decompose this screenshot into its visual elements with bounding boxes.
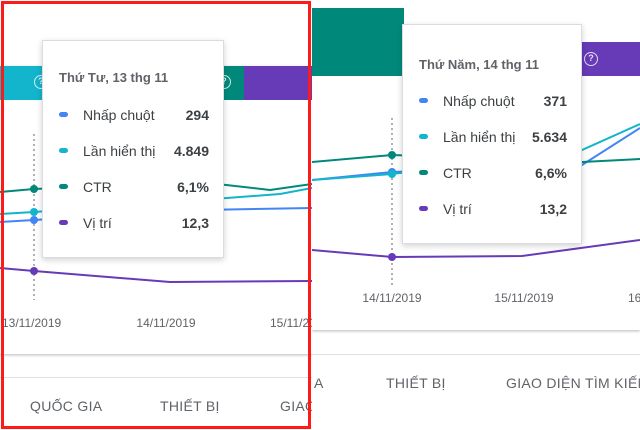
tooltip-label: CTR [443,165,472,181]
x-axis-tick-label: 13/11/2019 [2,316,61,330]
tab-countries[interactable]: A [314,375,324,391]
tooltip-value: 13,2 [539,201,567,217]
tooltip-label: Nhấp chuột [83,107,155,123]
tooltip-label: Lần hiển thị [83,143,156,159]
x-axis-tick-label: 14/11/2019 [136,316,195,330]
tooltip-row-clicks: Nhấp chuột 371 [419,91,567,111]
tooltip-label: Lần hiển thị [443,129,516,145]
tooltip-value: 6,6% [535,165,567,181]
tooltip-row-position: Vị trí 13,2 [419,199,567,219]
help-circle-icon[interactable]: ? [584,52,598,66]
tooltip-value: 4.849 [173,143,209,159]
right-screenshot-panel: ? 14/11/2019 15/11/2019 16 A THIẾT BỊ GIAO… [312,0,640,430]
tooltip-label: Nhấp chuột [443,93,515,109]
ctr-legend-dot [59,184,68,189]
left-screenshot-panel: ? ? 13/11/2019 14/11/2019 15/11/2019 QUỐC … [0,0,312,430]
position-series-line [312,239,640,259]
tooltip-date: Thứ Năm, 14 thg 11 [419,57,539,72]
tab-countries[interactable]: QUỐC GIA [30,398,103,414]
x-axis-tick-label: 16 [628,291,640,305]
chart-tooltip: Thứ Năm, 14 thg 11 Nhấp chuột 371 Lần hi… [402,24,582,244]
dimension-tabs: A THIẾT BỊ GIAO DIỆN TÌM KIẾM [312,354,640,409]
position-metric-tile[interactable] [244,66,312,100]
tooltip-label: CTR [83,179,112,195]
ctr-metric-tile[interactable] [312,8,404,76]
position-legend-dot [419,206,428,211]
impressions-legend-dot [419,134,428,139]
tooltip-row-clicks: Nhấp chuột 294 [59,105,209,125]
tooltip-label: Vị trí [443,201,472,217]
position-series-line [0,267,312,284]
x-axis-tick-label: 15/11/2019 [494,291,553,305]
clicks-hover-point [30,216,38,224]
tab-search-appearance[interactable]: GIAO [280,398,312,414]
tooltip-date: Thứ Tư, 13 thg 11 [59,70,169,85]
chart-tooltip: Thứ Tư, 13 thg 11 Nhấp chuột 294 Lần hiể… [42,40,224,258]
tooltip-row-impressions: Lần hiển thị 5.634 [419,127,567,147]
impressions-hover-point [388,170,396,178]
position-hover-point [388,253,396,261]
impressions-legend-dot [59,148,68,153]
tab-search-appearance[interactable]: GIAO DIỆN TÌM KIẾM [506,375,640,391]
tab-devices[interactable]: THIẾT BỊ [386,375,446,391]
x-axis-tick-label: 14/11/2019 [362,291,421,305]
performance-line-chart: 13/11/2019 14/11/2019 15/11/2019 [0,134,312,330]
tooltip-value: 6,1% [177,179,209,195]
tooltip-row-ctr: CTR 6,6% [419,163,567,183]
tooltip-row-ctr: CTR 6,1% [59,177,209,197]
ctr-hover-point [30,185,38,193]
position-hover-point [30,267,38,275]
ctr-hover-point [388,151,396,159]
clicks-legend-dot [59,112,68,117]
clicks-legend-dot [419,98,428,103]
tooltip-value: 5.634 [531,129,567,145]
tab-devices[interactable]: THIẾT BỊ [160,398,220,414]
tooltip-value: 12,3 [181,215,209,231]
dimension-tabs: QUỐC GIA THIẾT BỊ GIAO [0,377,312,430]
tooltip-value: 294 [185,107,209,123]
x-axis-tick-label: 15/11/2019 [270,316,312,330]
tooltip-label: Vị trí [83,215,112,231]
ctr-legend-dot [419,170,428,175]
tooltip-value: 371 [543,93,567,109]
tooltip-row-position: Vị trí 12,3 [59,213,209,233]
impressions-hover-point [30,208,38,216]
position-legend-dot [59,220,68,225]
tooltip-row-impressions: Lần hiển thị 4.849 [59,141,209,161]
